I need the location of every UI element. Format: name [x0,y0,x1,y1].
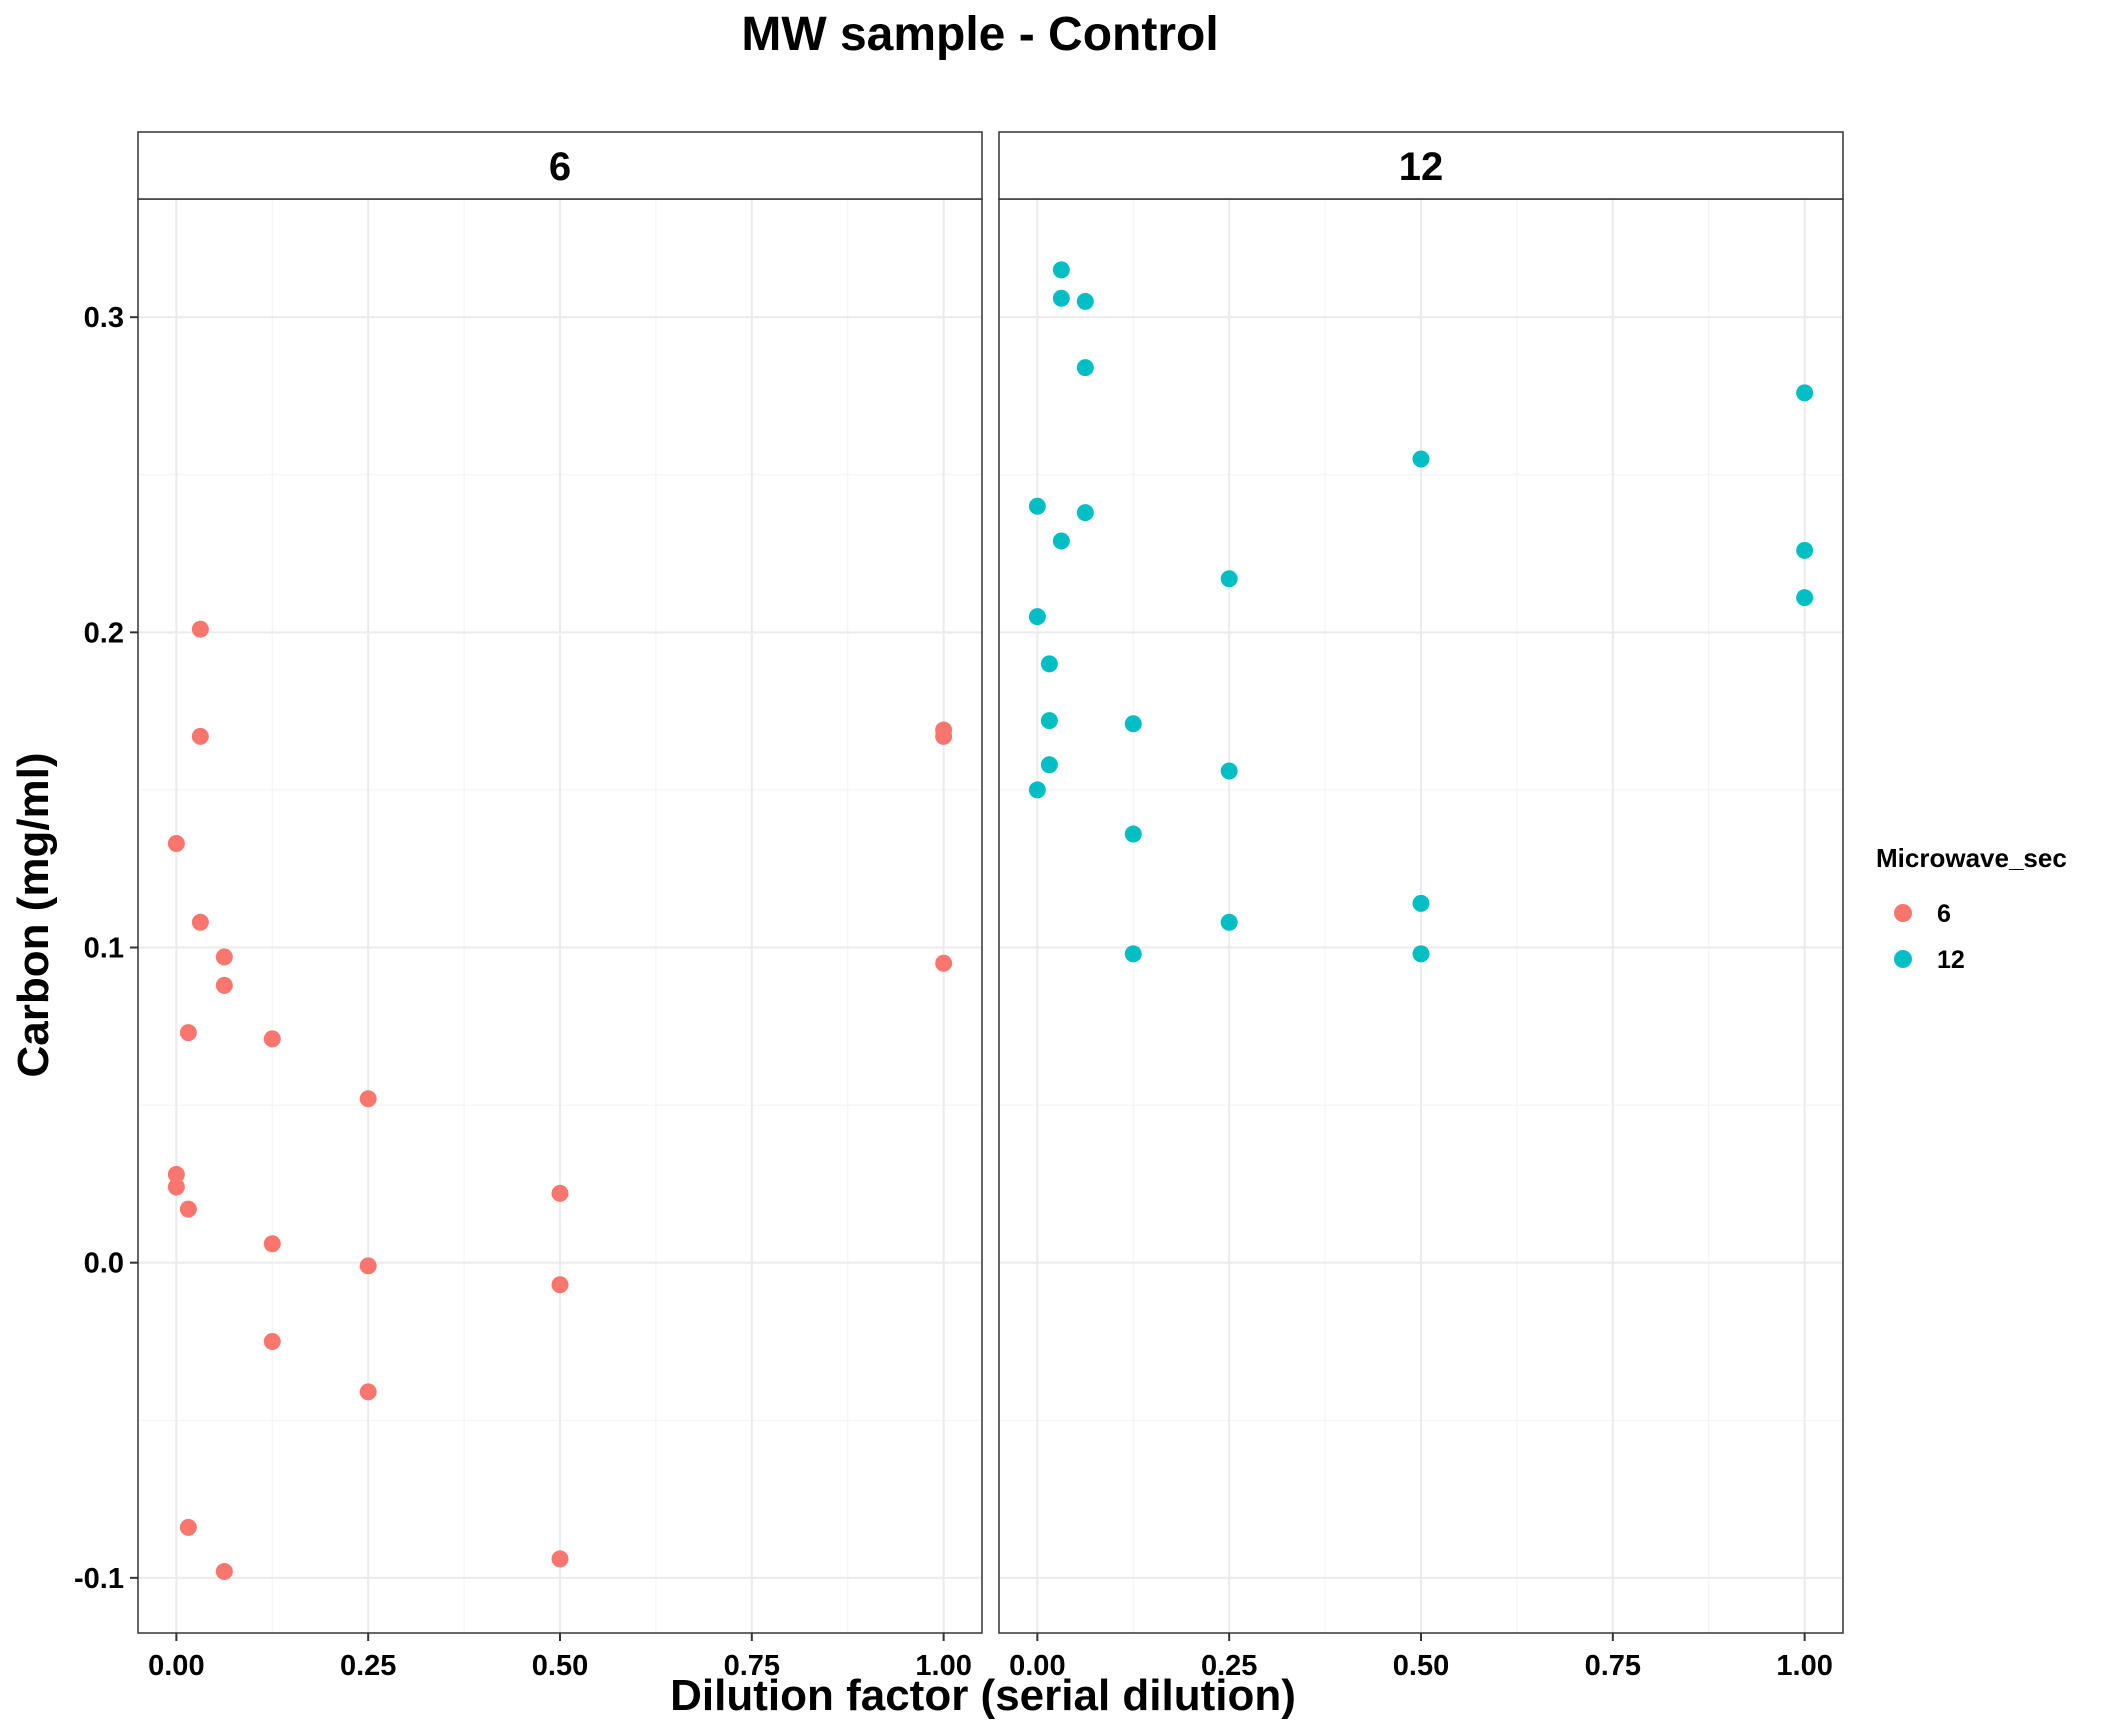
data-point [263,1332,281,1350]
data-point [551,1276,569,1294]
data-point [263,1235,281,1253]
data-point [1040,655,1058,673]
data-point [191,620,209,638]
data-point [167,1165,185,1183]
data-point [1040,756,1058,774]
facet-panel-6: 6 0.00 0.25 0.50 0.75 1.00 [137,131,983,1682]
data-point [1220,913,1238,931]
legend-title: Microwave_sec [1876,843,2067,873]
data-point [1040,712,1058,730]
x-tick-label: 1.00 [1776,1650,1832,1682]
chart-title: MW sample - Control [741,8,1218,61]
data-point [1412,894,1430,912]
data-point [935,727,953,745]
data-point [1052,289,1070,307]
facet-strip-label: 12 [1399,145,1444,189]
data-point [1028,608,1046,626]
x-tick-label: 0.50 [1393,1650,1449,1682]
data-point [179,1518,197,1536]
y-tick-label: -0.1 [74,1563,124,1595]
data-point [1076,292,1094,310]
x-tick-label: 1.00 [915,1650,971,1682]
data-point [1124,825,1142,843]
data-point [167,1178,185,1196]
data-point [935,954,953,972]
data-point [263,1030,281,1048]
x-axis-title: Dilution factor (serial dilution) [670,1671,1296,1720]
data-point [359,1090,377,1108]
y-axis-title: Carbon (mg/ml) [9,752,58,1077]
data-point [551,1550,569,1568]
data-point [1220,762,1238,780]
y-tick-label: 0.2 [84,617,124,649]
facet-strip-label: 6 [549,145,571,189]
data-point [1124,945,1142,963]
data-point [1796,541,1814,559]
data-point [215,976,233,994]
x-tick-label: 0.75 [724,1650,780,1682]
y-tick-label: 0.1 [84,933,124,965]
data-point [1052,532,1070,550]
data-point [1028,781,1046,799]
y-tick-label: 0.0 [84,1248,124,1280]
data-point [167,835,185,853]
facet-strip [137,131,983,200]
y-axis: -0.1 0.0 0.1 0.2 0.3 [74,302,138,1595]
legend-key-6 [1894,904,1912,922]
data-point [1076,359,1094,377]
x-tick-label: 0.50 [532,1650,588,1682]
legend: Microwave_sec 6 12 [1876,843,2067,974]
data-point [1028,497,1046,515]
data-point [191,727,209,745]
data-point [1052,261,1070,279]
data-point [1796,589,1814,607]
data-point [179,1200,197,1218]
legend-label-6: 6 [1937,900,1951,928]
data-point [1124,715,1142,733]
data-point [191,913,209,931]
data-point [179,1024,197,1042]
legend-key-12 [1894,950,1912,968]
data-point [1412,945,1430,963]
data-point [359,1383,377,1401]
x-tick-label: 0.25 [340,1650,396,1682]
legend-items: 6 12 [1894,900,1965,974]
x-tick-label: 0.75 [1585,1650,1641,1682]
data-point [1076,504,1094,522]
data-point [215,948,233,966]
data-point [359,1257,377,1275]
x-tick-label: 0.00 [1009,1650,1065,1682]
data-point [1220,570,1238,588]
x-tick-label: 0.00 [148,1650,204,1682]
x-tick-label: 0.25 [1201,1650,1257,1682]
data-point [1412,450,1430,468]
data-point [215,1563,233,1581]
y-tick-label: 0.3 [84,302,124,334]
legend-label-12: 12 [1937,946,1965,974]
data-point [551,1184,569,1202]
facet-panel-12: 12 0.00 0.25 0.50 0.75 1.00 [998,131,1844,1682]
facet-strip [998,131,1844,200]
data-point [1796,384,1814,402]
